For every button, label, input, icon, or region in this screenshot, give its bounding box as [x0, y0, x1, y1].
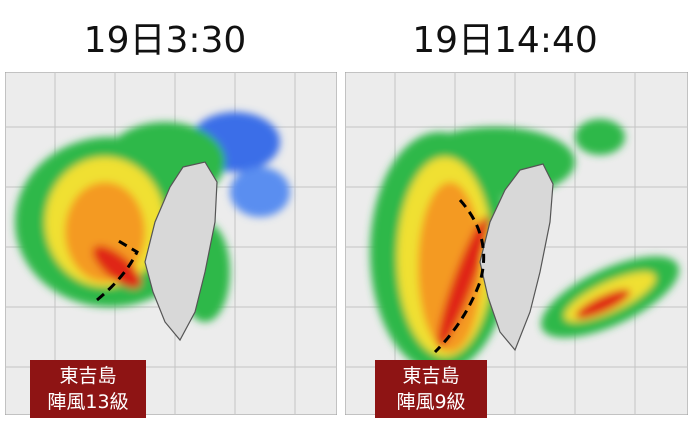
radar-map — [345, 72, 688, 415]
label-line: 陣風13級 — [47, 391, 128, 413]
label-line: 東吉島 — [402, 365, 459, 387]
panel-title: 19日3:30 — [84, 20, 247, 61]
label-line: 東吉島 — [59, 365, 116, 387]
panel-title: 19日14:40 — [412, 20, 598, 61]
radar-map — [5, 72, 337, 415]
label-box: 東吉島 陣風9級 — [375, 360, 487, 418]
label-line: 陣風9級 — [396, 391, 465, 413]
label-box: 東吉島 陣風13級 — [30, 360, 146, 418]
